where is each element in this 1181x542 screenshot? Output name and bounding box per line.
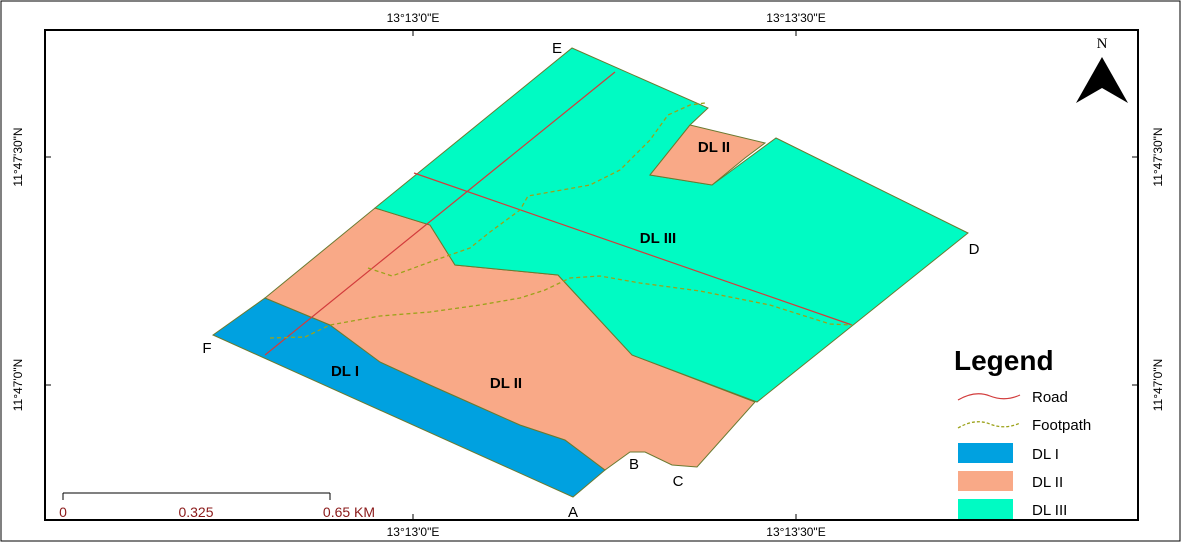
zone-label-dl3: DL III [640,230,676,247]
legend-footpath-symbol [958,422,1020,428]
legend-footpath-label: Footpath [1032,417,1091,434]
coord-bottom-2: 13°13'30"E [766,525,825,539]
coord-right-1: 11°47'30"N [1151,127,1165,186]
legend: Legend Road Footpath DL I DL II DL III [954,345,1091,519]
zone-label-dl2: DL II [490,375,522,392]
north-arrow-icon: N [1076,36,1128,103]
scale-label-0: 0 [59,504,67,520]
legend-road-label: Road [1032,389,1068,406]
point-label-e: E [552,40,562,57]
legend-dl1-label: DL I [1032,446,1059,463]
north-label: N [1097,36,1108,52]
point-label-d: D [969,241,980,258]
coord-left-1: 11°47'30"N [11,127,25,186]
scale-label-mid: 0.325 [178,504,213,520]
coord-left-2: 11°47'0"N [11,359,25,412]
legend-dl3-label: DL III [1032,502,1067,519]
point-label-f: F [202,340,211,357]
zone-label-dl2-north: DL II [698,139,730,156]
coord-top-1: 13°13'0"E [387,11,440,25]
coord-right-2: 11°47'0"N [1151,359,1165,412]
point-label-c: C [673,473,684,490]
coord-bottom-1: 13°13'0"E [387,525,440,539]
scale-bar [63,493,330,500]
legend-dl2-patch [958,471,1013,491]
legend-dl3-patch [958,499,1013,519]
coord-top-2: 13°13'30"E [766,11,825,25]
point-label-b: B [629,456,639,473]
legend-dl2-label: DL II [1032,474,1063,491]
point-label-a: A [568,504,578,521]
scale-label-end: 0.65 KM [323,504,375,520]
legend-dl1-patch [958,443,1013,463]
legend-road-symbol [958,394,1020,400]
legend-title: Legend [954,345,1054,376]
zone-label-dl1: DL I [331,363,359,380]
